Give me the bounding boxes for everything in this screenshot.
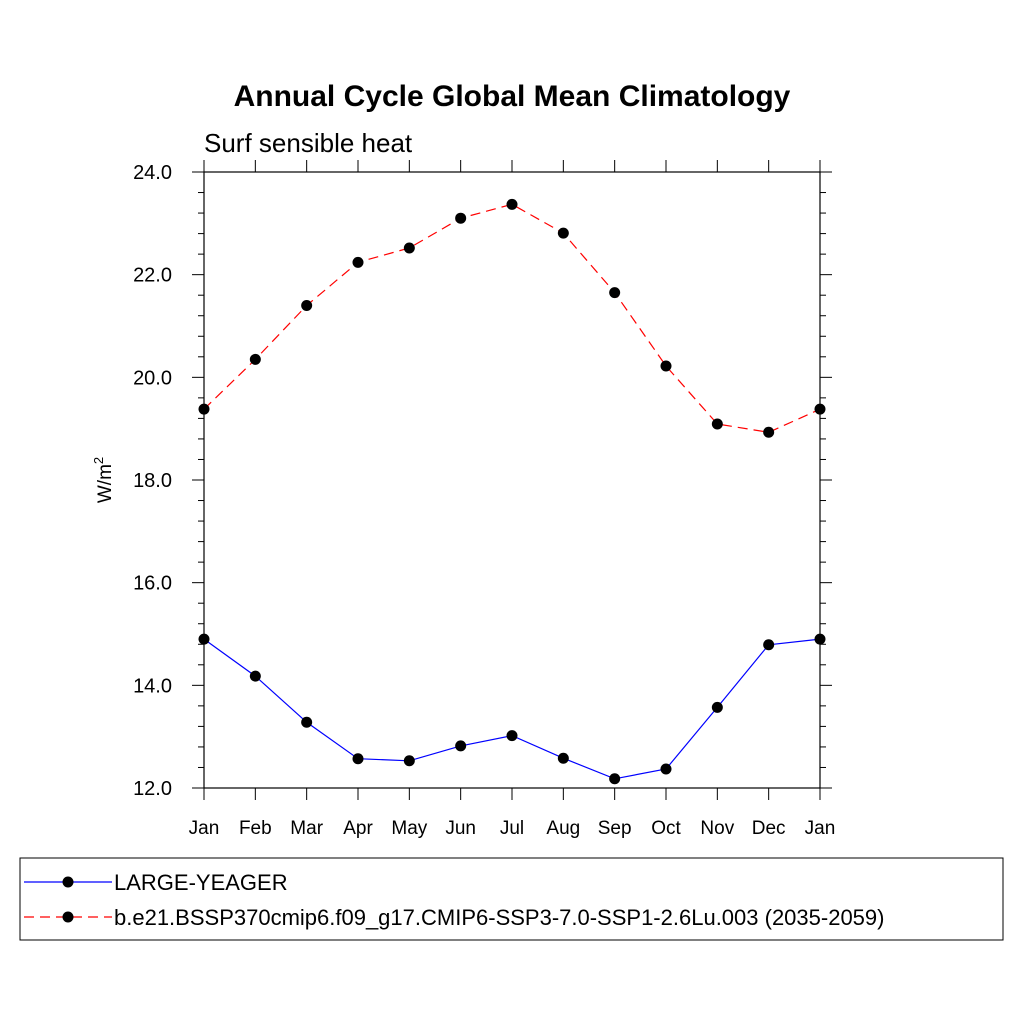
series-2-point (455, 212, 467, 224)
series-layer (198, 198, 826, 785)
series-1-point (711, 701, 723, 713)
x-tick-label: Aug (546, 818, 580, 839)
y-tick-label: 16.0 (133, 573, 172, 595)
x-tick-label: Jun (445, 818, 476, 839)
x-tick-label: Nov (700, 818, 734, 839)
series-2-point (557, 227, 569, 239)
series-1-point (609, 773, 621, 785)
x-tick-label: Sep (598, 818, 632, 839)
svg-text:W/m2: W/m2 (91, 457, 116, 503)
series-2-point (403, 242, 415, 254)
x-tick-label: Jan (805, 818, 836, 839)
y-tick-label: 14.0 (133, 675, 172, 697)
series-1-point (763, 639, 775, 651)
series-1-point (506, 730, 518, 742)
series-1-point (455, 740, 467, 752)
x-tick-label: Apr (343, 818, 373, 839)
x-tick-label: Oct (651, 818, 681, 839)
legend-box (19, 857, 1004, 941)
y-tick-label: 12.0 (133, 778, 172, 800)
series-2-point (814, 403, 826, 415)
chart-title: Annual Cycle Global Mean Climatology (234, 80, 791, 113)
series-1-point (814, 633, 826, 645)
legend-marker-1 (62, 876, 74, 888)
series-line-1 (203, 638, 821, 780)
x-tick-label: Jan (189, 818, 220, 839)
y-tick-label: 18.0 (133, 470, 172, 492)
series-line-2 (203, 203, 821, 433)
series-1-point (352, 753, 364, 765)
y-axis-label-superscript: 2 (91, 457, 106, 464)
y-tick-label: 22.0 (133, 265, 172, 287)
legend-marker-2 (62, 911, 74, 923)
series-2-point (506, 198, 518, 210)
x-tick-label: Mar (290, 818, 323, 839)
series-2-point (660, 360, 672, 372)
series-2-point (249, 353, 261, 365)
x-tick-label: Jul (500, 818, 524, 839)
series-1-point (249, 670, 261, 682)
y-axis-label: W/m2 (91, 457, 116, 503)
x-tick-label: May (391, 818, 427, 839)
y-tick-label: 24.0 (133, 162, 172, 184)
series-1-point (301, 716, 313, 728)
series-2-point (763, 426, 775, 438)
series-2-point (198, 403, 210, 415)
x-tick-label: Feb (239, 818, 272, 839)
series-1-point (198, 633, 210, 645)
x-tick-label: Dec (752, 818, 786, 839)
series-1-point (660, 763, 672, 775)
plot-axes: 12.0 14.0 16.0 18.0 20.0 22.0 24.0 Jan Feb Mar Apr… (133, 160, 835, 839)
series-2-point (711, 418, 723, 430)
legend: LARGE-YEAGER b.e21.BSSP370cmip6.f09_g17.C… (24, 870, 884, 930)
series-1-point (557, 752, 569, 764)
y-axis-label-base: W/m (95, 464, 116, 503)
legend-label-1: LARGE-YEAGER (114, 870, 288, 895)
y-tick-label: 20.0 (133, 367, 172, 389)
series-1-point (403, 755, 415, 767)
chart-subtitle: Surf sensible heat (204, 128, 413, 158)
series-2-point (352, 256, 364, 268)
legend-label-2: b.e21.BSSP370cmip6.f09_g17.CMIP6-SSP3-7.… (114, 905, 884, 930)
series-2-point (301, 299, 313, 311)
series-2-point (609, 287, 621, 299)
